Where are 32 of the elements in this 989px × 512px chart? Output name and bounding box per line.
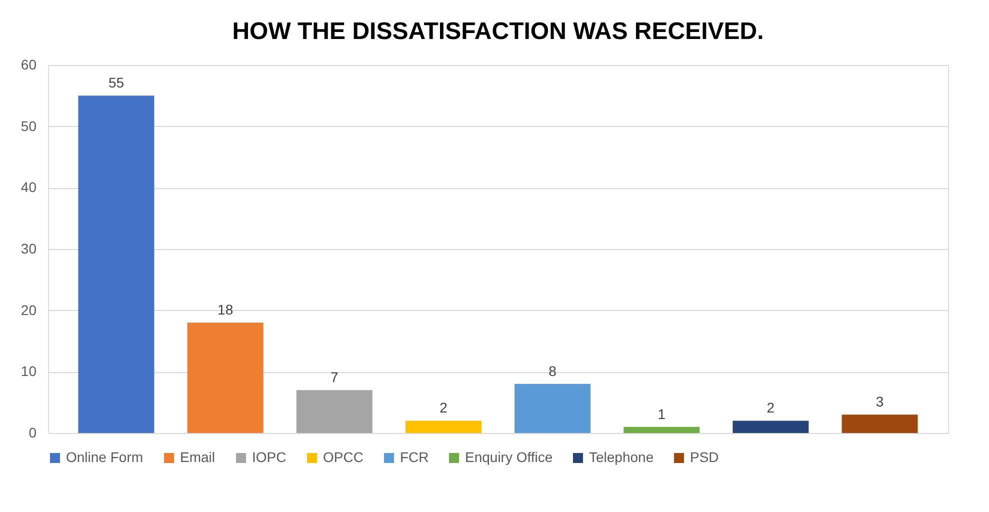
legend-label: OPCC <box>323 449 364 465</box>
y-tick-label: 10 <box>20 363 37 380</box>
bar <box>296 390 372 433</box>
data-label: 2 <box>440 400 448 416</box>
data-label: 7 <box>330 369 338 386</box>
data-label: 3 <box>876 394 884 410</box>
legend-label: PSD <box>690 449 719 465</box>
bar <box>842 414 918 433</box>
bar <box>732 420 809 433</box>
legend-label: Enquiry Office <box>465 449 553 465</box>
y-tick-label: 40 <box>20 179 37 196</box>
y-tick-label: 20 <box>20 302 37 318</box>
bar <box>187 322 264 433</box>
y-tick-label: 30 <box>20 240 37 256</box>
legend-label: IOPC <box>252 449 286 465</box>
y-tick-label: 0 <box>28 424 37 440</box>
legend-label: Email <box>180 449 216 465</box>
data-label: 18 <box>218 302 234 318</box>
chart-title: HOW THE DISSATISFACTION WAS RECEIVED. <box>232 18 764 45</box>
bar <box>514 384 591 433</box>
data-label: 55 <box>108 74 124 91</box>
data-label: 2 <box>766 400 775 416</box>
bar <box>405 420 482 433</box>
bar <box>624 426 700 433</box>
legend-label: Online Form <box>66 449 144 465</box>
bar <box>78 96 154 433</box>
data-label: 1 <box>658 406 666 422</box>
y-tick-label: 60 <box>20 56 37 72</box>
legend-label: Telephone <box>589 449 654 465</box>
data-label: 8 <box>548 362 557 379</box>
y-tick-label: 50 <box>20 118 37 134</box>
legend-label: FCR <box>400 449 429 465</box>
